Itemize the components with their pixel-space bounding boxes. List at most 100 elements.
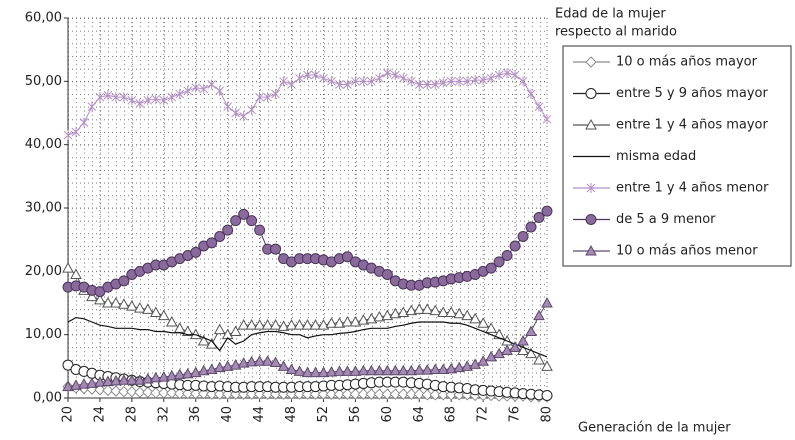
x-tick-label: 40: [220, 406, 235, 423]
x-tick-label: 28: [124, 406, 139, 423]
marker: [118, 374, 130, 385]
marker: [585, 244, 597, 256]
marker: [78, 378, 90, 389]
y-tick-label: 60,00: [25, 11, 62, 26]
marker: [158, 387, 170, 399]
marker: [533, 212, 545, 223]
marker: [301, 366, 314, 378]
marker: [359, 76, 368, 87]
marker: [422, 79, 432, 90]
marker: [213, 388, 226, 400]
marker: [118, 298, 130, 309]
marker: [293, 319, 306, 330]
marker: [253, 355, 266, 366]
marker: [70, 379, 82, 390]
marker: [269, 319, 282, 330]
marker: [253, 319, 266, 330]
marker: [343, 79, 352, 90]
marker: [405, 304, 418, 316]
legend-label: entre 1 y 4 años mayor: [616, 118, 768, 133]
marker: [351, 76, 360, 87]
marker: [327, 76, 336, 87]
marker: [333, 388, 346, 400]
marker: [63, 130, 73, 141]
marker: [62, 380, 74, 392]
marker: [86, 290, 98, 302]
marker: [398, 73, 408, 84]
marker: [525, 325, 537, 336]
marker: [126, 300, 138, 311]
marker: [349, 365, 362, 376]
marker: [157, 371, 170, 382]
marker: [509, 341, 521, 352]
marker: [285, 319, 298, 330]
marker: [485, 322, 497, 333]
marker: [197, 334, 210, 346]
marker: [405, 364, 418, 376]
marker: [382, 68, 392, 79]
marker: [150, 387, 162, 399]
marker: [70, 268, 82, 279]
marker: [462, 76, 472, 87]
marker: [357, 364, 370, 376]
marker: [517, 231, 529, 242]
marker: [461, 360, 474, 371]
legend-label: de 5 a 9 menor: [616, 212, 716, 227]
marker: [309, 388, 322, 400]
marker: [199, 83, 209, 94]
marker: [166, 387, 178, 399]
legend-label: 10 o más años menor: [616, 244, 758, 259]
x-tick-label: 32: [156, 406, 171, 423]
x-tick-label: 56: [348, 406, 363, 423]
marker: [333, 365, 346, 376]
marker: [477, 317, 489, 328]
marker: [413, 364, 426, 375]
series-line: [67, 316, 548, 358]
marker: [397, 306, 410, 317]
marker: [333, 317, 346, 328]
marker: [430, 79, 440, 90]
marker: [181, 325, 194, 336]
marker: [110, 374, 122, 386]
marker: [517, 334, 529, 346]
marker: [222, 224, 234, 236]
x-tick-label: 60: [380, 406, 395, 423]
marker: [502, 68, 512, 79]
marker: [325, 317, 338, 328]
marker: [585, 214, 597, 225]
marker: [335, 79, 344, 90]
marker: [389, 388, 402, 400]
marker: [357, 388, 370, 400]
marker: [470, 75, 480, 86]
marker: [71, 127, 81, 137]
marker: [341, 251, 353, 263]
marker: [429, 389, 441, 401]
marker: [437, 363, 450, 374]
marker: [493, 256, 505, 268]
marker: [365, 364, 378, 376]
marker: [389, 307, 402, 319]
marker: [525, 221, 537, 233]
marker: [365, 312, 378, 324]
marker: [141, 372, 154, 384]
marker: [517, 344, 529, 355]
marker: [79, 117, 89, 128]
marker: [501, 250, 513, 261]
legend-label: entre 1 y 4 años menor: [616, 181, 769, 196]
marker: [127, 95, 137, 106]
marker: [182, 387, 194, 400]
marker: [253, 388, 266, 400]
marker: [190, 246, 202, 258]
marker: [429, 363, 442, 374]
marker: [453, 307, 466, 319]
marker: [486, 73, 496, 84]
x-tick-label: 48: [284, 406, 299, 423]
marker: [485, 262, 497, 274]
marker: [102, 375, 114, 387]
marker: [134, 374, 146, 385]
marker: [277, 360, 290, 371]
marker: [247, 104, 256, 115]
marker: [165, 369, 178, 381]
marker: [231, 108, 241, 118]
marker: [263, 92, 272, 103]
